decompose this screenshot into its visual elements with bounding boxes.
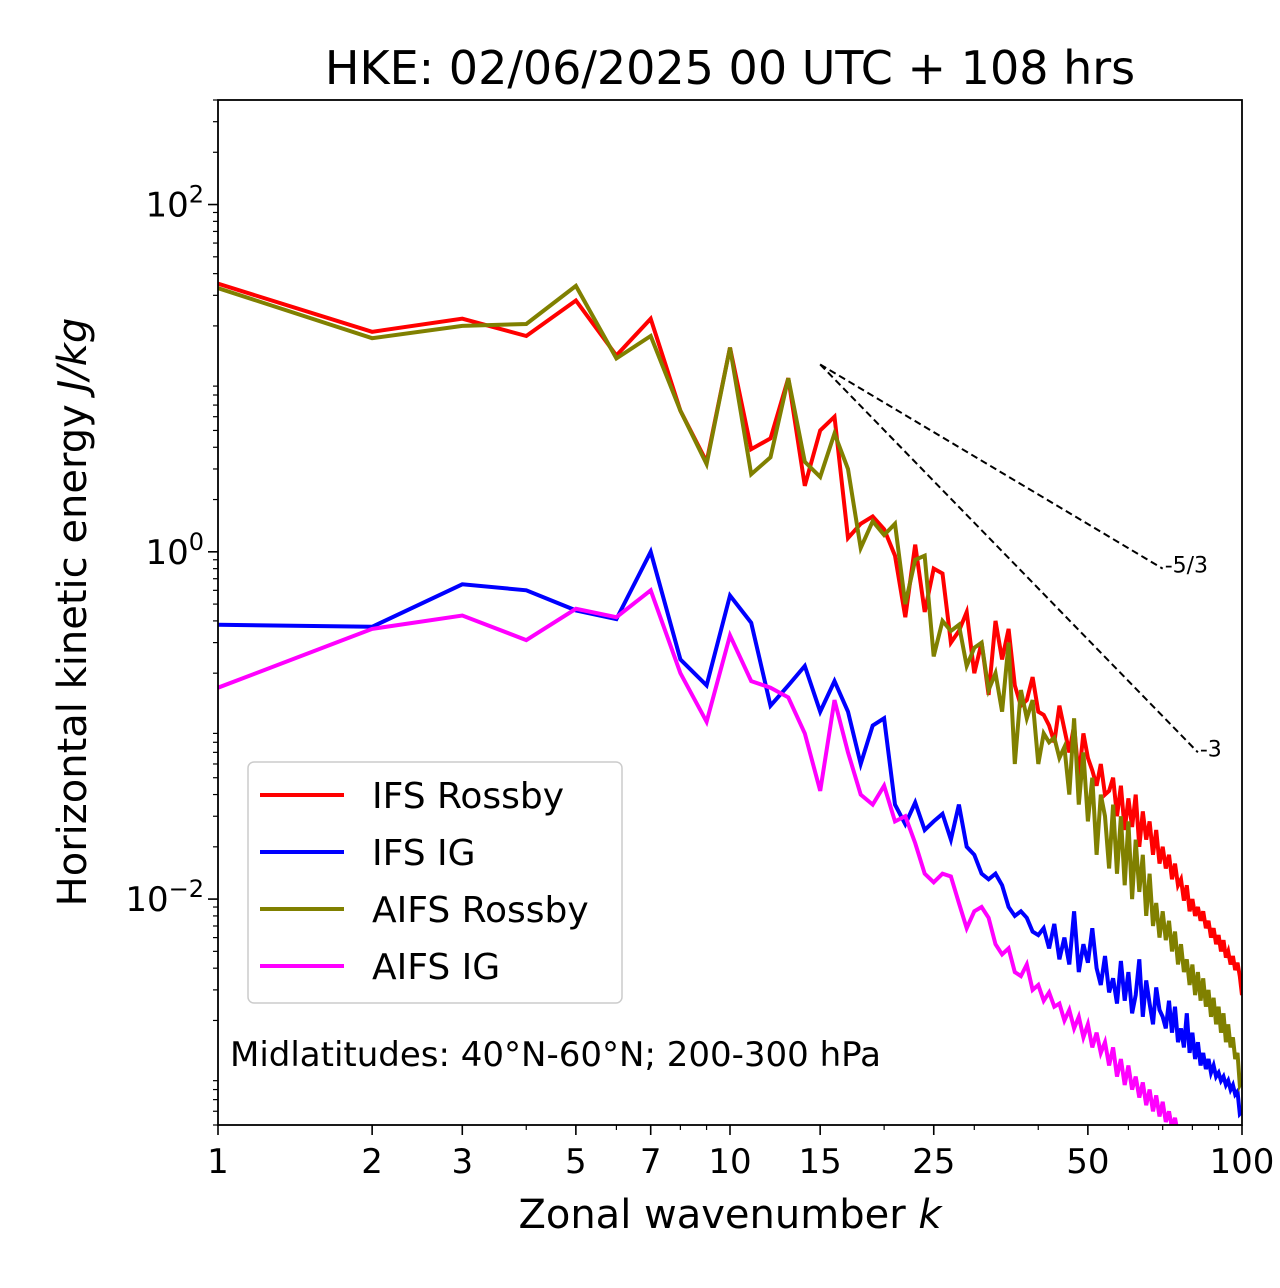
x-tick-label: 7 [640,1142,662,1182]
legend: IFS Rossby IFS IG AIFS Rossby AIFS IG [247,761,623,1004]
series-line-aifs-rossby [218,282,1242,1093]
reference-slope-line [819,363,1164,570]
plot-frame [217,99,1243,1126]
legend-label: IFS IG [372,833,476,874]
x-tick-label: 15 [799,1142,842,1182]
series-line-ifs-ig [218,546,1242,1119]
region-annotation: Midlatitudes: 40°N-60°N; 200-300 hPa [230,1035,881,1075]
series-line-aifs-ig [218,587,1184,1125]
legend-box [247,761,623,1004]
x-tick-label: 25 [912,1142,955,1182]
x-tick-label: 50 [1066,1142,1109,1182]
x-tick-label: 2 [361,1142,383,1182]
x-tick-label: 5 [565,1142,587,1182]
x-axis-label: Zonal wavenumber k [518,1192,943,1238]
chart-title: HKE: 02/06/2025 00 UTC + 108 hrs [325,41,1135,95]
y-tick-label: 102 [145,181,204,226]
series-lines [218,281,1242,1125]
x-tick-label: 1 [207,1142,229,1182]
legend-label: IFS Rossby [372,776,564,817]
y-tick-label: 100 [145,528,204,573]
series-line-ifs-rossby [218,281,1242,996]
reference-slope-line [819,363,1199,754]
axis-ticks: 1 2 3 5 7 10 15 25 50 100 102 100 10−2 [125,99,1275,1182]
x-tick-label: 10 [708,1142,751,1182]
x-tick-label: 3 [451,1142,473,1182]
x-tick-label: 100 [1210,1142,1275,1182]
reference-slopes: -5/3 -3 [819,363,1222,762]
reference-slope-label: -5/3 [1165,554,1208,579]
legend-label: AIFS Rossby [372,890,589,931]
y-axis-label: Horizontal kinetic energy J/kg [50,318,96,907]
reference-slope-label: -3 [1200,737,1222,762]
y-tick-label: 10−2 [125,875,204,920]
legend-label: AIFS IG [372,947,500,988]
